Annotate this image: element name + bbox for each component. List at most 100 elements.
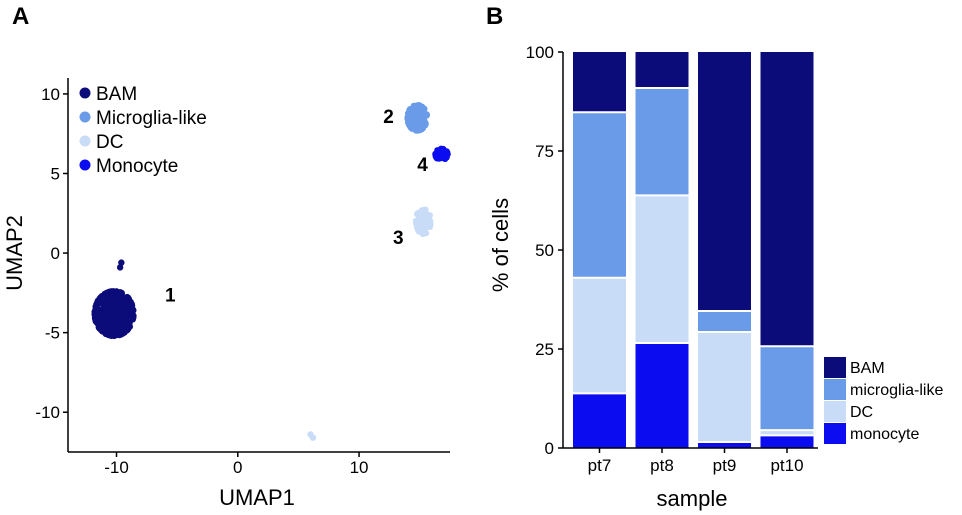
umap-y-tick-label: -10 <box>35 403 60 422</box>
point-bam <box>97 294 105 301</box>
bar-pt8-monocyte <box>635 343 689 448</box>
umap-y-tick-label: 5 <box>51 164 60 183</box>
point-bam <box>113 296 120 303</box>
legend-label: Monocyte <box>96 156 178 177</box>
umap-x-tick-label: 0 <box>233 458 242 477</box>
bar-legend: BAM microglia-like DC monocyte <box>824 357 943 444</box>
point-bam <box>130 314 137 321</box>
legend-label: microglia-like <box>850 382 943 399</box>
bar-x-tick-label: pt8 <box>650 456 674 475</box>
point-bam <box>100 328 108 335</box>
panel-label-b: B <box>486 3 503 30</box>
point-dc <box>421 223 429 230</box>
point-microglia-like <box>413 105 421 112</box>
point-bam <box>102 302 109 310</box>
legend-label: BAM <box>850 360 885 377</box>
point-bam <box>120 314 127 321</box>
bar-pt8-DC <box>635 195 689 344</box>
stacked-bar-chart: 0 25 50 75 100 pt7 pt8 pt9 pt10 BAM microglia-lik… <box>488 43 943 511</box>
umap-legend: BAM Microglia-like DC Monocyte <box>79 84 207 177</box>
point-bam <box>94 305 102 313</box>
point-bam <box>115 304 123 311</box>
point-bam <box>95 300 103 307</box>
umap-y-axis-title: UMAP2 <box>2 215 27 291</box>
cluster-labels: 1 2 3 4 <box>165 107 428 306</box>
legend-label: DC <box>96 132 123 153</box>
bar-pt7-microglia-like <box>573 112 626 278</box>
point-monocyte <box>433 154 440 161</box>
point-outlier <box>307 431 314 438</box>
bar-pt7-DC <box>573 277 626 394</box>
umap-x-tick-label: 10 <box>350 458 369 477</box>
legend-swatch-monocyte <box>824 423 846 444</box>
bar-y-tick-label: 0 <box>545 439 554 458</box>
legend-swatch-monocyte <box>79 159 91 171</box>
cluster-label-2: 2 <box>383 107 394 128</box>
point-dc <box>426 212 433 219</box>
point-microglia-like <box>421 119 429 127</box>
umap-axes: -10 0 10 -10 -5 0 5 10 <box>35 78 450 477</box>
bar-pt10-BAM <box>760 52 814 347</box>
point-bam <box>130 307 137 314</box>
point-dc <box>422 218 429 225</box>
legend-swatch-dc <box>824 401 846 422</box>
point-bam <box>127 300 135 307</box>
point-bam <box>111 319 119 327</box>
bar-pt10-microglia-like <box>760 346 814 431</box>
cluster-label-1: 1 <box>165 285 176 306</box>
cluster-label-4: 4 <box>417 155 428 176</box>
point-microglia-like <box>412 122 419 129</box>
point-bam <box>103 289 110 297</box>
panel-label-a: A <box>12 3 29 30</box>
legend-swatch-microglia-like <box>79 111 91 123</box>
umap-y-tick-label: 10 <box>41 85 60 104</box>
bar-y-tick-label: 75 <box>535 142 554 161</box>
bar-pt9-DC <box>698 332 751 443</box>
umap-y-tick-label: 0 <box>51 244 60 263</box>
point-dc <box>416 220 423 227</box>
legend-swatch-dc <box>79 135 91 147</box>
umap-scatter-plot: -10 0 10 -10 -5 0 5 10 1 2 3 4 BAM Microglia-like DC… <box>2 78 451 510</box>
point-microglia-like <box>420 105 428 113</box>
bar-pt9-BAM <box>698 52 751 311</box>
bar-y-tick-label: 50 <box>535 241 554 260</box>
legend-label: BAM <box>96 84 137 105</box>
point-bam <box>98 316 105 324</box>
umap-x-tick-label: -10 <box>104 458 129 477</box>
bar-pt8-BAM <box>635 52 689 88</box>
point-bam <box>118 296 125 303</box>
bar-pt9-monocyte <box>698 442 751 448</box>
point-bam <box>111 308 118 315</box>
bar-x-tick-label: pt7 <box>588 456 612 475</box>
point-bam <box>107 315 114 322</box>
point-microglia-like <box>423 112 430 119</box>
point-bam <box>108 332 115 339</box>
point-bam <box>124 293 131 301</box>
point-microglia-like <box>408 107 416 115</box>
bar-pt7-BAM <box>573 52 626 113</box>
legend-label: DC <box>850 404 873 421</box>
bar-pt9-microglia-like <box>698 311 751 332</box>
legend-label: monocyte <box>850 426 919 443</box>
legend-swatch-bam <box>79 87 91 99</box>
legend-swatch-bam <box>824 357 846 378</box>
point-bam <box>124 305 131 312</box>
scatter-points <box>91 102 451 441</box>
point-dc <box>415 228 423 235</box>
point-bam <box>124 326 131 333</box>
legend-swatch-microglia-like <box>824 379 846 400</box>
point-bam <box>92 317 99 324</box>
bar-pt7-monocyte <box>573 393 626 448</box>
cluster-label-3: 3 <box>393 228 404 249</box>
point-microglia-like <box>404 114 411 121</box>
bar-x-tick-label: pt9 <box>713 456 737 475</box>
bar-pt10-DC <box>760 430 814 436</box>
point-bam <box>100 322 108 330</box>
bar-y-tick-label: 25 <box>535 340 554 359</box>
point-bam <box>112 328 119 335</box>
umap-y-tick-label: -5 <box>45 324 60 343</box>
legend-label: Microglia-like <box>96 108 207 129</box>
bar-pt10-monocyte <box>760 435 814 448</box>
point-bam <box>95 324 103 331</box>
